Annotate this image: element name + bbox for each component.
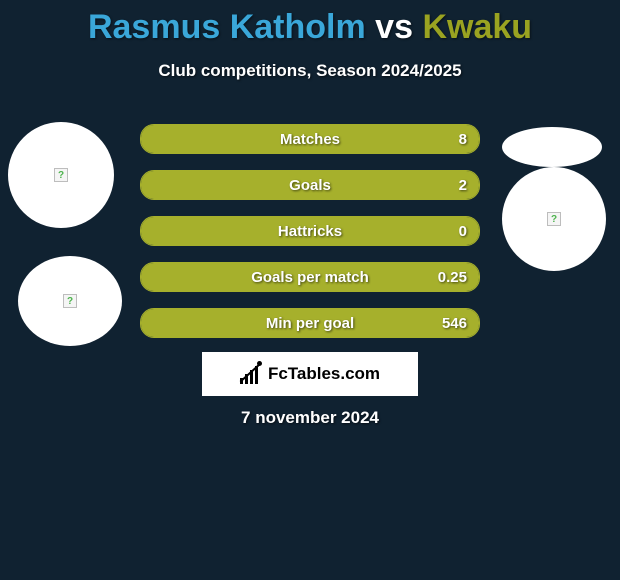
avatar-circle-2: ? — [502, 167, 606, 271]
avatar-circle-1: ? — [8, 122, 114, 228]
stat-row: Goals 2 — [140, 170, 480, 200]
logo-box: FcTables.com — [202, 352, 418, 396]
player2-name: Kwaku — [422, 8, 532, 46]
broken-image-icon: ? — [547, 212, 561, 226]
stat-label: Goals — [289, 177, 331, 194]
stat-label: Goals per match — [251, 269, 369, 286]
stat-row: Min per goal 546 — [140, 308, 480, 338]
stat-label: Hattricks — [278, 223, 342, 240]
stat-value: 0.25 — [438, 269, 467, 286]
stat-value: 546 — [442, 315, 467, 332]
date-text: 7 november 2024 — [0, 408, 620, 428]
vs-text: vs — [375, 8, 413, 46]
stat-value: 2 — [459, 177, 467, 194]
stat-value: 8 — [459, 131, 467, 148]
subtitle: Club competitions, Season 2024/2025 — [0, 61, 620, 81]
stat-row: Matches 8 — [140, 124, 480, 154]
stat-row: Hattricks 0 — [140, 216, 480, 246]
stats-container: Matches 8 Goals 2 Hattricks 0 Goals per … — [140, 124, 480, 354]
logo-text: FcTables.com — [268, 364, 380, 384]
avatar-circle-3: ? — [18, 256, 122, 346]
avatar-ellipse — [502, 127, 602, 167]
broken-image-icon: ? — [63, 294, 77, 308]
page-title: Rasmus Katholm vs Kwaku — [0, 0, 620, 47]
logo-bars-icon — [240, 364, 258, 384]
broken-image-icon: ? — [54, 168, 68, 182]
stat-row: Goals per match 0.25 — [140, 262, 480, 292]
stat-label: Matches — [280, 131, 340, 148]
player1-name: Rasmus Katholm — [88, 8, 366, 46]
stat-value: 0 — [459, 223, 467, 240]
stat-label: Min per goal — [266, 315, 354, 332]
